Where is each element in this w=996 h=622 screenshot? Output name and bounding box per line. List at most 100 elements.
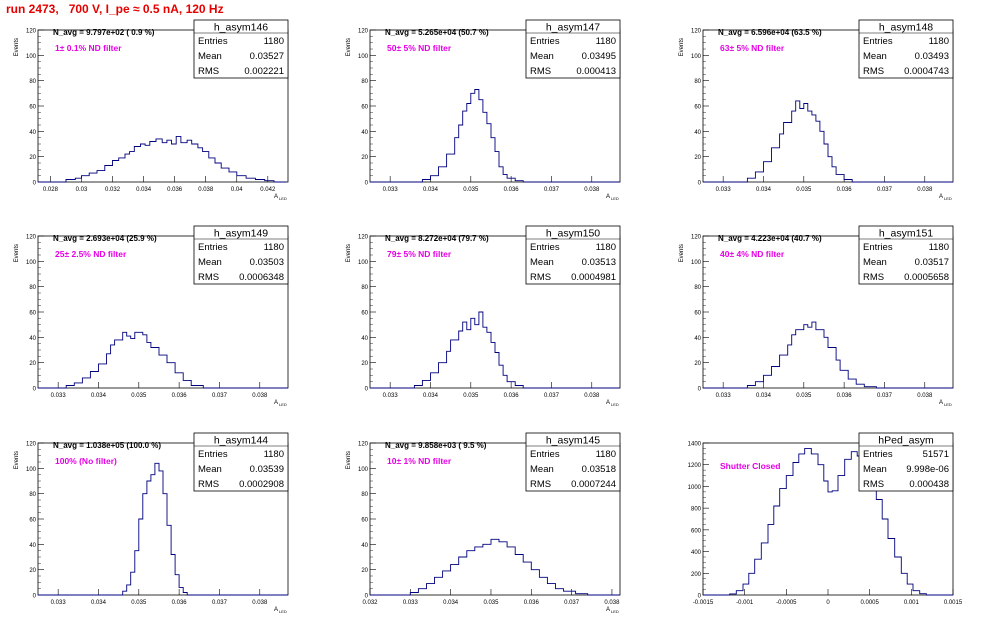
y-tick-label: 80 [29, 79, 36, 85]
y-axis-title: Events [346, 38, 352, 56]
x-tick-label: 0.035 [796, 393, 812, 399]
histogram-name: h_asym145 [546, 435, 600, 447]
stat-value-rms: 0.0007244 [571, 479, 616, 490]
stat-label-entries: Entries [198, 449, 228, 460]
x-axis-title-subscript: LED [944, 196, 952, 201]
x-axis-title-subscript: LED [279, 196, 287, 201]
y-axis-title: Events [14, 451, 20, 469]
y-tick-label: 1200 [688, 463, 702, 469]
x-axis-title: ALED [606, 400, 619, 407]
x-tick-label: 0 [826, 600, 830, 606]
x-tick-label: 0.036 [837, 187, 853, 193]
x-tick-label: 0.036 [504, 187, 520, 193]
y-tick-label: 120 [691, 29, 702, 35]
y-tick-label: 20 [361, 361, 368, 367]
stat-label-entries: Entries [863, 242, 893, 253]
y-tick-label: 100 [358, 260, 369, 266]
x-tick-label: 0.042 [260, 187, 276, 193]
x-tick-label: 0.033 [716, 187, 732, 193]
y-tick-label: 0 [33, 181, 37, 187]
navg-label: N_avg = 5.265e+04 (50.7 %) [385, 28, 489, 37]
histogram-name: h_asym149 [214, 228, 268, 240]
stats-box-frame [858, 225, 954, 285]
x-tick-label: 0.037 [564, 600, 580, 606]
filter-label: 79± 5% ND filter [387, 249, 452, 259]
x-tick-label: 0.035 [483, 600, 499, 606]
stat-label-rms: RMS [198, 66, 219, 77]
stat-value-entries: 1180 [596, 242, 616, 253]
x-tick-label: 0.036 [524, 600, 540, 606]
histogram-line [703, 447, 953, 596]
y-tick-label: 20 [694, 155, 701, 161]
y-tick-label: 100 [26, 260, 37, 266]
x-tick-label: 0.033 [51, 600, 67, 606]
x-tick-label: 0.035 [463, 393, 479, 399]
y-tick-label: 120 [358, 235, 369, 241]
y-tick-label: 80 [694, 285, 701, 291]
x-tick-label: 0.038 [252, 393, 268, 399]
x-axis-title: ALED [606, 194, 619, 201]
x-tick-label: 0.037 [212, 600, 228, 606]
y-tick-label: 120 [26, 442, 37, 448]
x-tick-label: 0.034 [443, 600, 459, 606]
stats-box-frame [525, 19, 621, 79]
stat-label-entries: Entries [530, 242, 560, 253]
stat-value-entries: 1180 [264, 449, 284, 460]
histogram-line [38, 135, 287, 183]
y-tick-label: 0 [365, 181, 369, 187]
y-tick-label: 100 [358, 467, 369, 473]
stat-label-rms: RMS [530, 272, 551, 283]
y-tick-label: 60 [29, 311, 36, 317]
x-tick-label: 0.037 [877, 393, 893, 399]
y-tick-label: 120 [358, 29, 369, 35]
histogram-panel: 0 20 40 60 80 100 120 0.033 0.034 0.035 0.036 0.037… [14, 432, 289, 614]
y-tick-label: 100 [358, 54, 369, 60]
y-tick-label: 600 [691, 528, 702, 534]
stat-value-mean: 0.03495 [582, 51, 616, 62]
stat-value-mean: 0.03513 [582, 257, 616, 268]
stats-box: h_asym151 Entries 1180 Mean 0.03517 RMS 0.0005… [858, 225, 954, 285]
y-tick-label: 80 [29, 492, 36, 498]
x-axis-title-subscript: LED [611, 609, 619, 614]
y-tick-label: 40 [29, 543, 36, 549]
y-axis-title: Events [346, 451, 352, 469]
stat-value-entries: 1180 [264, 242, 284, 253]
y-tick-label: 40 [694, 336, 701, 342]
y-tick-label: 80 [361, 492, 368, 498]
stat-label-entries: Entries [863, 449, 893, 460]
x-tick-label: 0.028 [43, 187, 59, 193]
filter-label: 100% (No filter) [55, 456, 117, 466]
y-tick-label: 80 [29, 285, 36, 291]
stat-value-rms: 0.0006348 [239, 272, 284, 283]
histogram-panel: 0 20 40 60 80 100 120 0.033 0.034 0.035 0.036 0.037… [679, 19, 954, 201]
stats-box-frame [525, 432, 621, 492]
stats-box-frame [858, 19, 954, 79]
histogram-line [38, 462, 288, 596]
y-tick-label: 20 [29, 361, 36, 367]
histogram-line [38, 331, 288, 389]
stat-value-entries: 1180 [929, 242, 949, 253]
x-tick-label: 0.036 [837, 393, 853, 399]
stat-value-rms: 0.0002908 [239, 479, 284, 490]
stat-label-rms: RMS [863, 66, 884, 77]
stats-box: hPed_asym Entries 51571 Mean 9.998e-06 RMS 0.0… [858, 432, 954, 492]
y-tick-label: 40 [29, 130, 36, 136]
stat-value-mean: 0.03527 [250, 51, 284, 62]
x-tick-label: 0.001 [904, 600, 920, 606]
x-axis-title-subscript: LED [279, 609, 287, 614]
stat-value-mean: 0.03517 [915, 257, 949, 268]
x-tick-label: 0.034 [756, 187, 772, 193]
y-tick-label: 100 [26, 54, 37, 60]
stat-value-entries: 1180 [596, 449, 616, 460]
stat-value-rms: 0.000413 [576, 66, 616, 77]
x-axis-title: ALED [939, 400, 952, 407]
x-tick-label: 0.032 [362, 600, 378, 606]
x-tick-label: 0.038 [198, 187, 214, 193]
x-tick-label: 0.038 [917, 393, 933, 399]
x-tick-label: 0.034 [423, 393, 439, 399]
x-tick-label: 0.036 [172, 600, 188, 606]
stat-label-rms: RMS [530, 66, 551, 77]
stat-label-entries: Entries [530, 36, 560, 47]
y-tick-label: 20 [361, 155, 368, 161]
